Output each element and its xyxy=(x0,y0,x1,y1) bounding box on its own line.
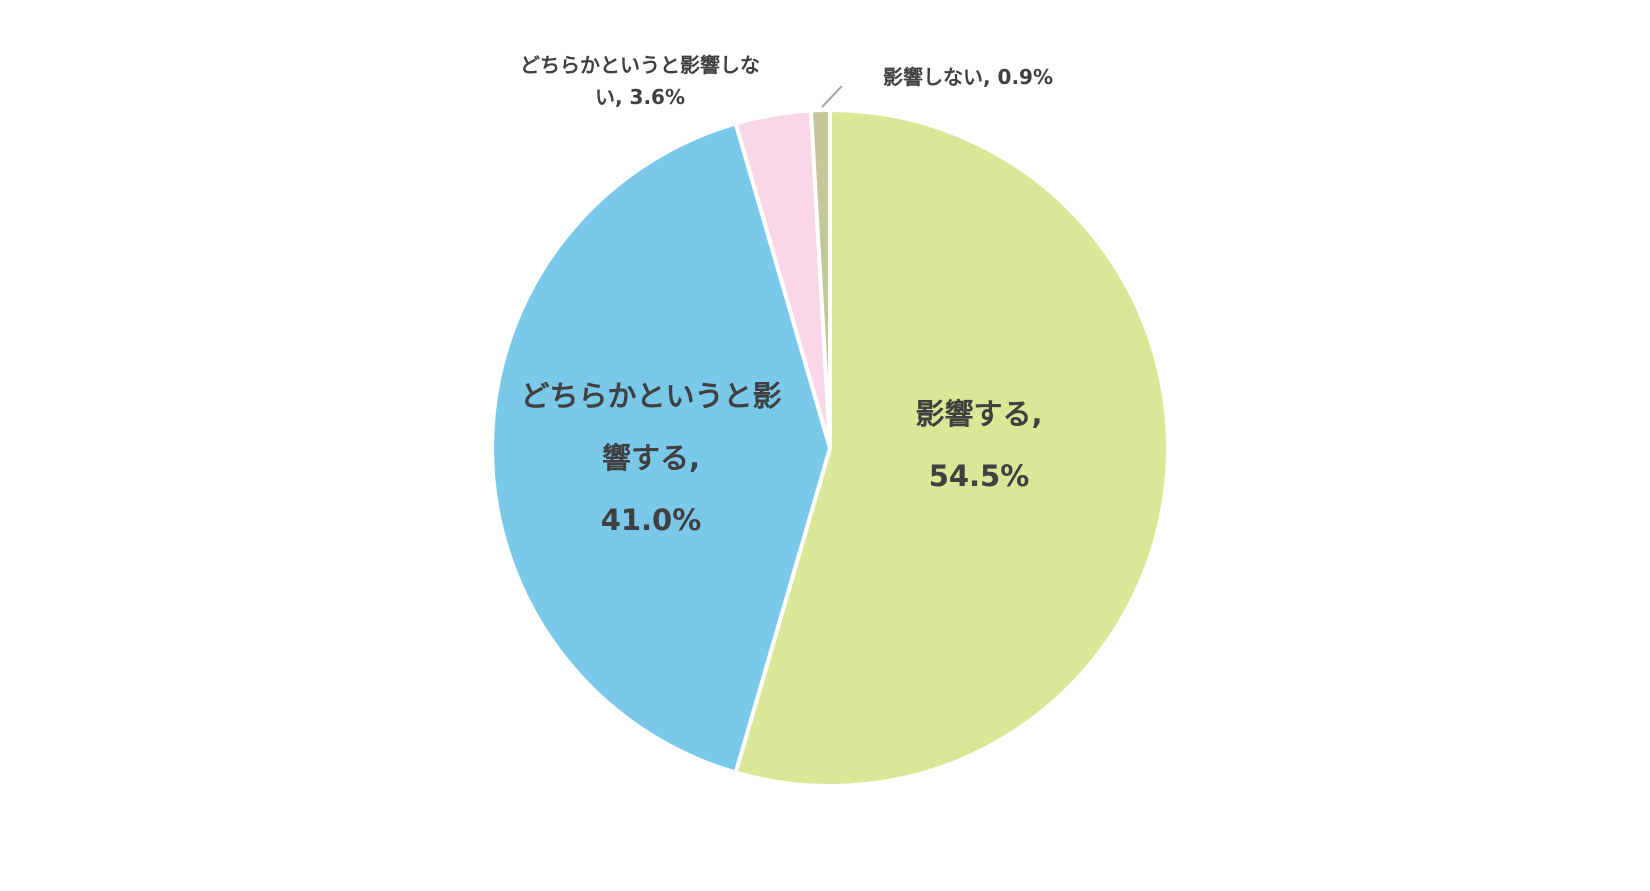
label-category: 影響する xyxy=(915,397,1032,431)
pie-slice xyxy=(808,108,832,450)
label-value: 54.5% xyxy=(928,459,1030,493)
pie-slice xyxy=(490,121,832,775)
data-label: 影響する, 54.5% xyxy=(859,383,1099,507)
label-value: 0.9% xyxy=(997,65,1054,89)
pie-slice xyxy=(733,108,1170,788)
data-label: どちらかというと影響する, 41.0% xyxy=(511,365,791,551)
label-category: 影響しない xyxy=(882,65,983,89)
label-separator: , xyxy=(982,65,998,89)
label-category: どちらかというと影響しない xyxy=(520,53,760,109)
label-separator: , xyxy=(688,441,701,475)
label-category: どちらかというと影響する xyxy=(520,379,782,475)
leader-line xyxy=(821,85,843,108)
data-label: どちらかというと影響しない, 3.6% xyxy=(515,49,765,113)
label-separator: , xyxy=(1031,397,1043,431)
label-separator: , xyxy=(614,85,630,109)
label-value: 3.6% xyxy=(629,85,686,109)
label-value: 41.0% xyxy=(600,503,702,537)
data-label: 影響しない, 0.9% xyxy=(838,61,1098,93)
